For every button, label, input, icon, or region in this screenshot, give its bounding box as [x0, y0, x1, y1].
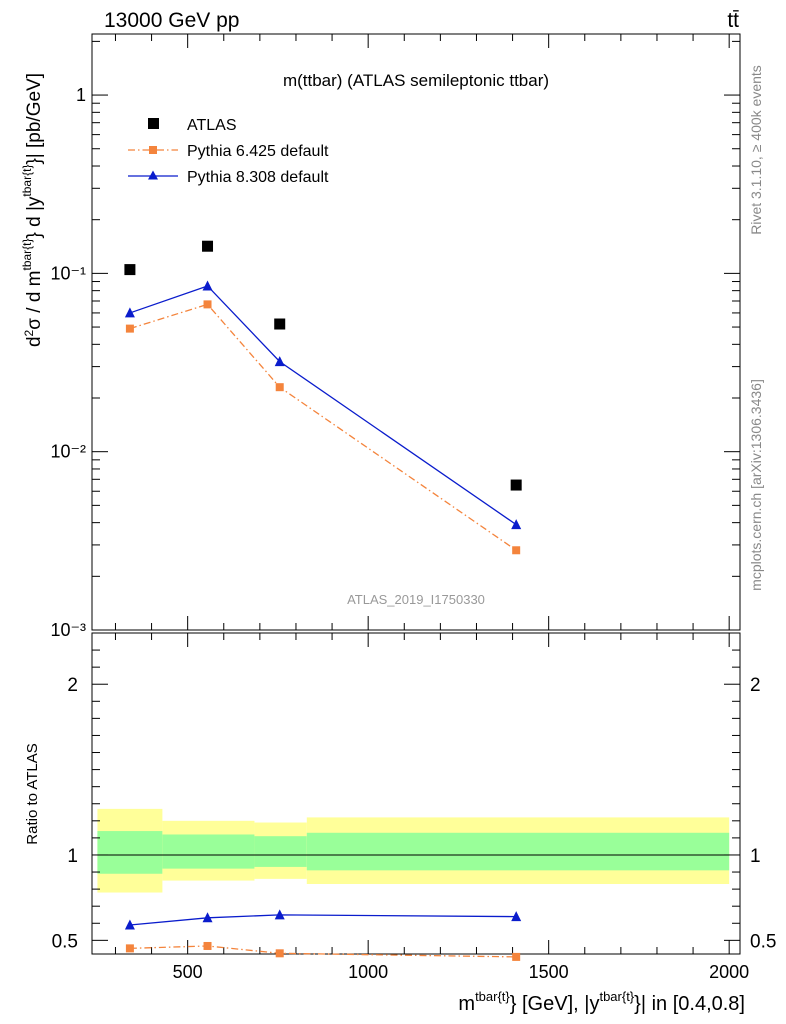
ratio-series-line	[129, 914, 517, 926]
ratio-band-inner	[162, 834, 255, 869]
main-panel: 10⁻³ 10⁻² 10⁻¹ 1 m(ttbar) (ATLAS semilepton…	[50, 33, 741, 640]
energy-label: 13000 GeV pp	[104, 9, 239, 32]
ratio-ytick-label: 1	[67, 846, 78, 867]
ratio-uncertainty-bands	[97, 808, 730, 893]
ratio-xtick-label: 1500	[529, 962, 569, 982]
ratio-xtick-label: 500	[173, 962, 203, 982]
legend-atlas-marker	[148, 118, 159, 129]
ratio-data-point	[274, 909, 285, 920]
main-ytick-label: 1	[76, 85, 86, 105]
main-data-point	[203, 300, 212, 309]
ratio-band-inner	[97, 831, 163, 874]
main-series-lines	[129, 285, 517, 551]
process-label: tt̄	[727, 9, 739, 32]
main-data-point	[202, 280, 213, 291]
legend-atlas-label: ATLAS	[187, 117, 237, 134]
main-data-point	[202, 240, 214, 252]
main-data-point	[274, 318, 286, 330]
main-axis-ticks: 10⁻³ 10⁻² 10⁻¹ 1	[50, 34, 740, 640]
rivet-label: Rivet 3.1.10, ≥ 400k events	[748, 65, 764, 235]
main-data-point	[124, 264, 136, 276]
ratio-frame	[91, 632, 741, 955]
ratio-data-point	[512, 952, 521, 961]
ratio-ytick-label: 2	[67, 675, 78, 696]
ratio-xtick-label: 1000	[348, 962, 388, 982]
main-data-point	[511, 519, 522, 530]
ratio-ytick-label-right: 1	[750, 846, 761, 867]
ratio-data-point	[124, 919, 135, 930]
main-data-point	[510, 479, 522, 491]
ratio-data-point	[203, 941, 212, 950]
main-data-point	[512, 546, 521, 555]
main-data-point	[274, 356, 285, 367]
main-ylabel: d2σ / d mtbar{t}} d |ytbar{t}}| [pb/GeV]	[20, 73, 45, 347]
legend-pythia8-marker	[148, 170, 158, 180]
legend-pythia6-label: Pythia 6.425 default	[187, 143, 329, 160]
ratio-data-point	[275, 949, 284, 958]
ratio-data-point	[125, 944, 134, 953]
main-ytick-label: 10⁻²	[50, 442, 86, 462]
ratio-series-lines	[129, 914, 517, 958]
main-data-point	[124, 307, 135, 318]
main-ytick-label: 10⁻¹	[50, 263, 86, 283]
ratio-ylabel: Ratio to ATLAS	[24, 743, 41, 844]
ratio-ytick-label-right: 2	[750, 675, 761, 696]
main-series-line	[129, 285, 517, 526]
ratio-xlabel: mtbar{t}} [GeV], |ytbar{t}}| in [0.4,0.8…	[458, 989, 745, 1015]
mcplots-label: mcplots.cern.ch [arXiv:1306.3436]	[748, 379, 764, 591]
ratio-data-point	[202, 912, 213, 923]
ratio-data-point	[511, 911, 522, 922]
main-data-point	[275, 383, 284, 392]
ratio-band-inner	[254, 836, 307, 867]
legend: ATLAS Pythia 6.425 default Pythia 8.308 …	[128, 117, 329, 186]
legend-pythia8-label: Pythia 8.308 default	[187, 169, 329, 186]
ratio-series-marks	[124, 909, 522, 961]
main-title: m(ttbar) (ATLAS semileptonic ttbar)	[283, 71, 549, 90]
ratio-ytick-label-right: 0.5	[750, 931, 776, 952]
main-series-marks	[124, 240, 522, 555]
ratio-ytick-label: 0.5	[52, 931, 78, 952]
legend-pythia6-marker	[149, 146, 157, 154]
main-frame	[91, 33, 741, 631]
ratio-band-inner	[306, 832, 730, 871]
main-data-point	[125, 324, 134, 333]
watermark: ATLAS_2019_I1750330	[347, 592, 485, 607]
main-series-line	[129, 303, 517, 551]
ratio-xtick-label: 2000	[709, 962, 749, 982]
main-ytick-label: 10⁻³	[50, 620, 86, 640]
